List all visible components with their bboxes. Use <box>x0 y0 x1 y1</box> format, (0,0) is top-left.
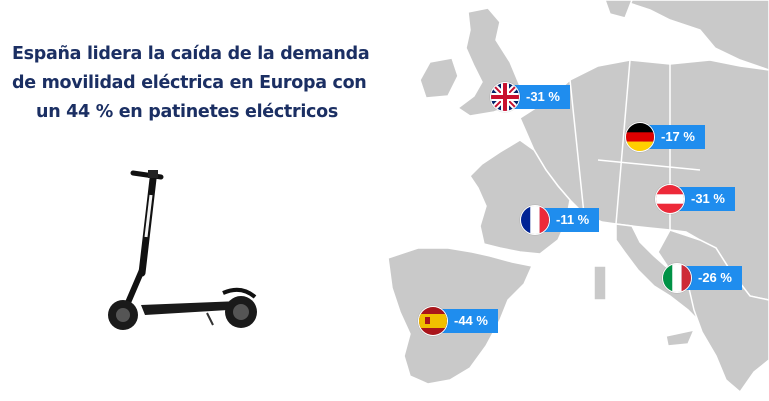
headline-line-2: de movilidad eléctrica en Europa con <box>12 73 367 93</box>
electric-scooter-image <box>108 170 257 330</box>
badge-austria: -31 % <box>655 184 735 214</box>
austria-flag-icon <box>655 184 685 214</box>
badge-value: -31 % <box>508 85 570 109</box>
germany-flag-icon <box>625 122 655 152</box>
headline-line-1: España lidera la caída de la demanda <box>12 44 370 64</box>
badge-germany: -17 % <box>625 122 705 152</box>
spain-flag-icon <box>418 306 448 336</box>
france-flag-icon <box>520 205 550 235</box>
badge-france: -11 % <box>520 205 600 235</box>
uk-flag-icon <box>490 82 520 112</box>
italy-flag-icon <box>662 263 692 293</box>
headline: España lidera la caída de la demanda de … <box>12 40 370 127</box>
headline-line-3: un 44 % en patinetes eléctricos <box>36 102 338 122</box>
badge-value: -17 % <box>643 125 705 149</box>
badge-spain: -44 % <box>418 306 498 336</box>
badge-italy: -26 % <box>662 263 742 293</box>
badge-united-kingdom: -31 % <box>490 82 570 112</box>
